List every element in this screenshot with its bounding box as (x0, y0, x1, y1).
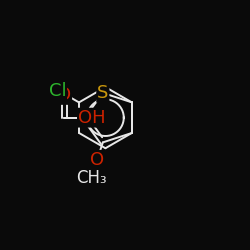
Text: O: O (90, 151, 104, 169)
Text: S: S (97, 84, 108, 102)
Text: O: O (57, 86, 71, 104)
Text: OH: OH (78, 109, 106, 127)
Text: CH₃: CH₃ (76, 170, 106, 188)
Text: Cl: Cl (48, 82, 66, 100)
